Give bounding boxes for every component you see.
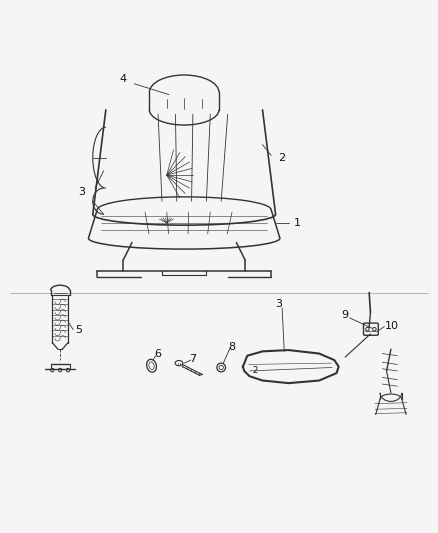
Text: 3: 3 — [276, 300, 283, 309]
Text: 8: 8 — [229, 342, 236, 352]
Text: 4: 4 — [120, 75, 127, 84]
Text: 2: 2 — [252, 367, 258, 375]
Text: 5: 5 — [75, 326, 82, 335]
Text: 3: 3 — [78, 187, 85, 197]
Text: 9: 9 — [342, 310, 349, 320]
Text: 10: 10 — [385, 321, 398, 331]
Text: 6: 6 — [155, 350, 162, 359]
Text: 2: 2 — [279, 152, 286, 163]
Text: 1: 1 — [294, 219, 301, 229]
Text: 7: 7 — [189, 354, 197, 364]
